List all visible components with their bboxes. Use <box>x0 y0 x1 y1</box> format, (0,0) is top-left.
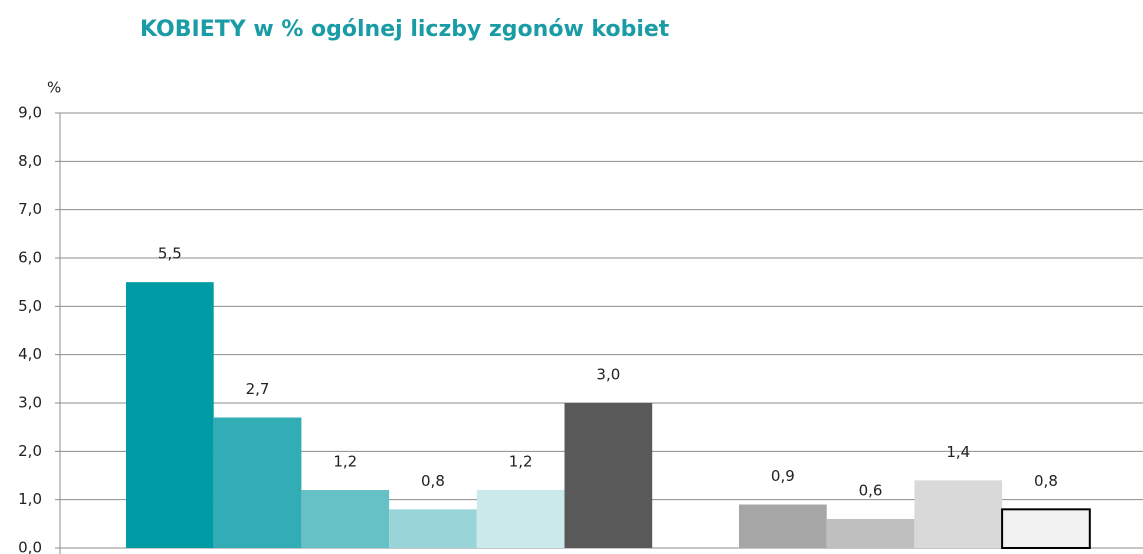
bar <box>914 480 1003 548</box>
y-tick-label: 0,0 <box>18 539 42 554</box>
bar <box>301 490 390 548</box>
data-label: 0,9 <box>771 467 795 485</box>
data-label: 1,2 <box>333 453 357 471</box>
data-label: 0,8 <box>421 472 445 490</box>
bar <box>476 490 565 548</box>
data-label: 1,4 <box>946 443 970 461</box>
y-tick-label: 6,0 <box>18 249 42 267</box>
bar <box>126 282 214 548</box>
chart-title: KOBIETY w % ogólnej liczby zgonów kobiet <box>140 17 670 42</box>
bar <box>826 519 915 548</box>
data-label: 5,5 <box>158 245 182 263</box>
bar <box>739 504 827 548</box>
y-tick-label: 8,0 <box>18 152 42 170</box>
data-label: 0,8 <box>1034 472 1058 490</box>
y-tick-label: 1,0 <box>18 490 42 508</box>
y-tick-label: 2,0 <box>18 442 42 460</box>
y-axis-label: % <box>47 79 61 97</box>
y-tick-label: 3,0 <box>18 394 42 412</box>
bar <box>213 417 302 548</box>
data-label: 3,0 <box>596 366 620 384</box>
y-tick-label: 9,0 <box>18 104 42 122</box>
bar <box>1001 508 1091 550</box>
y-tick-label: 5,0 <box>18 297 42 315</box>
data-label: 1,2 <box>509 453 533 471</box>
y-tick-label: 7,0 <box>18 200 42 218</box>
data-label: 2,7 <box>246 380 270 398</box>
y-tick-label: 4,0 <box>18 345 42 363</box>
bar <box>564 403 653 548</box>
data-label: 0,6 <box>859 482 883 500</box>
bar <box>389 509 477 548</box>
